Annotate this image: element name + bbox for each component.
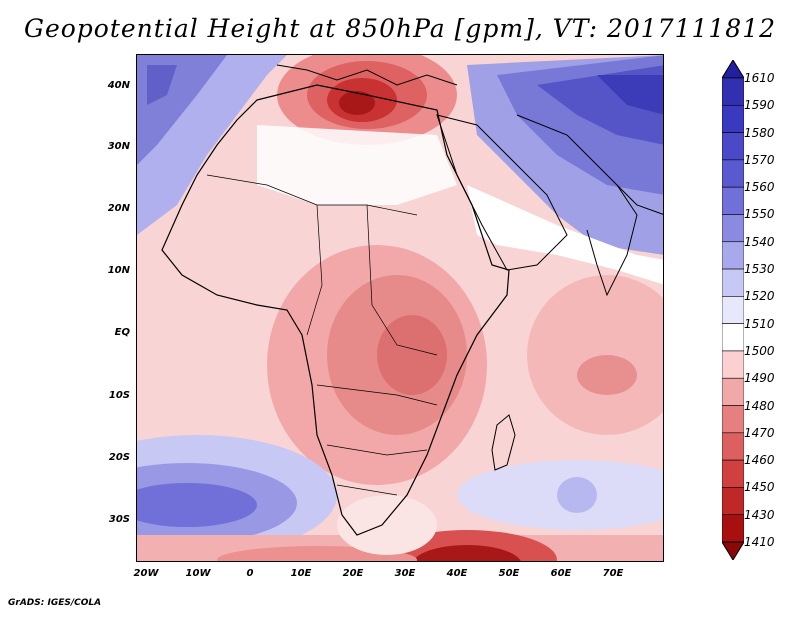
lon-label: 20E bbox=[342, 568, 364, 579]
colorbar-swatch bbox=[722, 377, 744, 406]
lon-label: 60E bbox=[550, 568, 572, 579]
colorbar-swatch bbox=[722, 487, 744, 516]
colorbar-swatch bbox=[722, 132, 744, 161]
map-title: Geopotential Height at 850hPa [gpm], VT:… bbox=[23, 14, 777, 43]
map-panel bbox=[136, 54, 664, 562]
colorbar-swatch bbox=[722, 186, 744, 215]
colorbar-swatch bbox=[722, 241, 744, 270]
lon-label: 20W bbox=[133, 568, 159, 579]
lat-label: 30N bbox=[107, 141, 130, 152]
colorbar-level-label: 1450 bbox=[744, 480, 775, 495]
colorbar-swatch bbox=[722, 405, 744, 434]
colorbar-level-label: 1520 bbox=[744, 289, 775, 304]
colorbar-level-label: 1570 bbox=[744, 152, 775, 167]
colorbar-level-label: 1610 bbox=[744, 71, 775, 85]
colorbar-level-label: 1580 bbox=[744, 125, 775, 140]
colorbar-swatch bbox=[722, 159, 744, 188]
colorbar-swatch bbox=[722, 268, 744, 297]
colorbar-swatch bbox=[722, 296, 744, 324]
lat-label: 10S bbox=[108, 390, 130, 401]
colorbar-swatch bbox=[722, 432, 744, 461]
colorbar-swatch bbox=[722, 459, 744, 488]
lat-label: 40N bbox=[107, 80, 130, 91]
lat-label: EQ bbox=[114, 327, 130, 338]
colorbar-level-label: 1470 bbox=[744, 425, 775, 440]
lat-label: 10N bbox=[107, 265, 130, 276]
lat-label: 20N bbox=[107, 203, 130, 214]
colorbar-level-label: 1510 bbox=[744, 316, 775, 331]
colorbar-level-label: 1410 bbox=[744, 535, 775, 549]
colorbar-top-arrow bbox=[722, 60, 744, 79]
lon-label: 30E bbox=[394, 568, 416, 579]
field-shading bbox=[137, 55, 663, 561]
colorbar-level-label: 1550 bbox=[744, 207, 775, 222]
lon-label: 10E bbox=[290, 568, 312, 579]
colorbar-swatch bbox=[722, 323, 744, 352]
lon-label: 50E bbox=[498, 568, 520, 579]
colorbar bbox=[722, 60, 744, 560]
colorbar-swatch bbox=[722, 214, 744, 243]
lon-label: 70E bbox=[602, 568, 624, 579]
colorbar-level-label: 1540 bbox=[744, 234, 775, 249]
credit-text: GrADS: IGES/COLA bbox=[8, 598, 102, 608]
colorbar-swatch bbox=[722, 514, 744, 543]
lon-label: 40E bbox=[446, 568, 468, 579]
colorbar-swatch bbox=[722, 350, 744, 379]
lon-label: 10W bbox=[185, 568, 211, 579]
colorbar-level-label: 1460 bbox=[744, 453, 775, 468]
colorbar-level-label: 1590 bbox=[744, 98, 775, 113]
lon-label: 0 bbox=[246, 568, 254, 579]
colorbar-swatch bbox=[722, 77, 744, 106]
colorbar-bottom-arrow bbox=[722, 541, 744, 560]
colorbar-level-label: 1530 bbox=[744, 262, 775, 277]
colorbar-level-label: 1480 bbox=[744, 398, 775, 413]
colorbar-level-label: 1500 bbox=[744, 343, 775, 358]
colorbar-swatch bbox=[722, 104, 744, 133]
colorbar-level-label: 1430 bbox=[744, 507, 775, 522]
lat-label: 30S bbox=[108, 514, 130, 525]
lat-label: 20S bbox=[108, 452, 130, 463]
colorbar-level-label: 1490 bbox=[744, 371, 775, 386]
colorbar-level-label: 1560 bbox=[744, 180, 775, 195]
